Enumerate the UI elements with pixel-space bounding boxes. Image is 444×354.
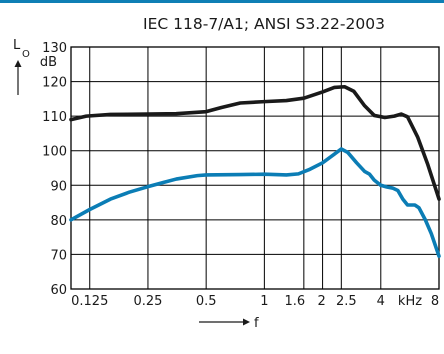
- x-tick-label-5: 2: [317, 294, 325, 309]
- x-tick-label-3: 1: [260, 294, 268, 309]
- y-axis-label-subscript: O: [22, 49, 30, 60]
- chart-title: IEC 118-7/A1; ANSI S3.22-2003: [143, 15, 385, 33]
- y-axis-label-main: L: [13, 38, 21, 53]
- x-tick-label-2: 0.5: [196, 294, 217, 309]
- grid: [71, 46, 440, 290]
- plot-frame: [70, 46, 440, 290]
- series-line-1: [69, 147, 441, 258]
- x-tick-label-7: 4: [377, 294, 385, 309]
- x-tick-label-8: 8: [431, 294, 439, 309]
- y-tick-label-3: 90: [50, 179, 67, 194]
- y-tick-labels: 60 70 80 90 100 110 120 130: [42, 41, 67, 298]
- x-axis-arrow-head: [243, 318, 250, 326]
- y-axis-unit: dB: [40, 55, 57, 70]
- x-tick-label-0: 0.125: [71, 294, 108, 309]
- y-tick-label-6: 120: [42, 76, 67, 91]
- y-tick-label-1: 70: [50, 248, 67, 263]
- series-layer: [69, 84, 441, 258]
- x-tick-label-4: 1.6: [284, 294, 305, 309]
- y-tick-label-7: 130: [42, 41, 67, 56]
- y-tick-label-4: 100: [42, 145, 67, 160]
- x-axis-unit: kHz: [398, 294, 422, 309]
- y-tick-label-0: 60: [50, 283, 67, 298]
- top-accent-rule: [0, 0, 444, 3]
- y-tick-label-5: 110: [42, 110, 67, 125]
- x-tick-label-1: 0.25: [133, 294, 162, 309]
- x-axis-label: f: [254, 316, 259, 331]
- y-axis-arrow-head: [14, 60, 22, 67]
- y-tick-label-2: 80: [50, 214, 67, 229]
- series-line-0: [69, 84, 441, 201]
- x-tick-label-6: 2.5: [336, 294, 357, 309]
- y-axis-label: L: [13, 38, 21, 53]
- x-tick-labels: 0.125 0.25 0.5 1 1.6 2 2.5 4 8: [71, 294, 439, 309]
